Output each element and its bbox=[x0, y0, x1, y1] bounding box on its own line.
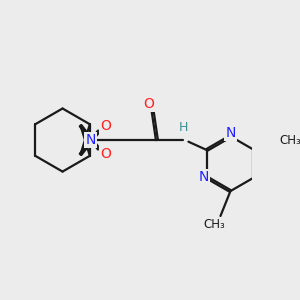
Text: N: N bbox=[198, 170, 208, 184]
Text: H: H bbox=[179, 121, 188, 134]
Text: CH₃: CH₃ bbox=[203, 218, 225, 231]
Text: N: N bbox=[225, 126, 236, 140]
Text: O: O bbox=[100, 147, 111, 161]
Text: N: N bbox=[85, 133, 96, 147]
Text: CH₃: CH₃ bbox=[279, 134, 300, 146]
Text: O: O bbox=[143, 97, 154, 110]
Text: O: O bbox=[100, 119, 111, 133]
